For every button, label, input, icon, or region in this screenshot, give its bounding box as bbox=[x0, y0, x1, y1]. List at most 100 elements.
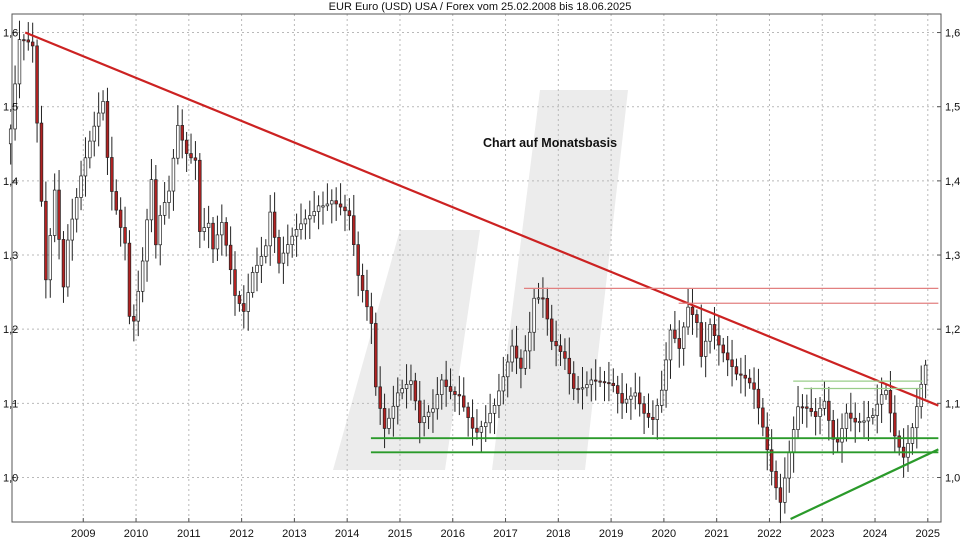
candle-body bbox=[132, 315, 136, 322]
axis-labels: 1,0 1,0 1,1 1,1 1,2 1,2 1,3 1,3 1,4 1,4 1,5 1,5 1,6 1… bbox=[3, 28, 960, 540]
candle-body bbox=[39, 122, 44, 202]
candle-body bbox=[281, 252, 286, 264]
candle-body bbox=[822, 400, 827, 409]
candle-body bbox=[382, 408, 387, 429]
candle-body bbox=[730, 359, 734, 367]
candle-body bbox=[769, 449, 774, 472]
candle-body bbox=[246, 292, 250, 312]
candle-body bbox=[330, 200, 334, 205]
candle-body bbox=[620, 393, 624, 404]
candle-body bbox=[813, 411, 818, 417]
candle-body bbox=[558, 345, 563, 352]
candle-body bbox=[57, 189, 61, 240]
candle-body bbox=[303, 218, 308, 225]
candle-body bbox=[435, 394, 440, 410]
candle-body bbox=[708, 324, 712, 342]
candle-body bbox=[110, 157, 114, 192]
y-tick-label-left: 1,6 bbox=[3, 28, 18, 40]
candle-body bbox=[734, 366, 739, 375]
candle-body bbox=[294, 229, 299, 237]
candle-body bbox=[202, 227, 206, 232]
candle-body bbox=[92, 125, 96, 142]
candle-body bbox=[343, 206, 347, 212]
candle-body bbox=[255, 264, 259, 273]
candle-body bbox=[668, 329, 673, 361]
candle-body bbox=[906, 443, 910, 458]
candle-body bbox=[510, 345, 514, 363]
candle-body bbox=[915, 406, 919, 429]
watermark-stroke-right bbox=[492, 90, 628, 470]
candle-body bbox=[831, 420, 835, 440]
candle-body bbox=[589, 379, 594, 386]
candle-body bbox=[268, 211, 272, 247]
candle-body bbox=[123, 227, 127, 244]
candle-body bbox=[642, 403, 646, 414]
chart-title: EUR Euro (USD) USA / Forex vom 25.02.200… bbox=[329, 1, 632, 13]
candle-body bbox=[127, 242, 132, 317]
candle-body bbox=[567, 357, 572, 375]
candle-body bbox=[756, 388, 761, 409]
candle-body bbox=[923, 364, 928, 385]
grid bbox=[12, 14, 941, 522]
candle-body bbox=[426, 411, 431, 417]
y-tick-label-left: 1,2 bbox=[3, 324, 18, 336]
candle-body bbox=[725, 352, 730, 361]
candle-body bbox=[259, 255, 264, 266]
candle-body bbox=[497, 390, 501, 406]
x-tick-label: 2020 bbox=[652, 528, 676, 540]
candle-body bbox=[422, 416, 426, 424]
candle-body bbox=[149, 179, 154, 221]
x-tick-label: 2017 bbox=[493, 528, 517, 540]
candle-body bbox=[629, 395, 633, 400]
candle-body bbox=[532, 297, 536, 333]
candle-body bbox=[17, 39, 22, 85]
candle-body bbox=[492, 405, 497, 414]
candle-body bbox=[220, 222, 224, 236]
candle-body bbox=[602, 381, 607, 384]
candle-body bbox=[664, 359, 668, 391]
candle-body bbox=[827, 400, 831, 421]
x-tick-label: 2022 bbox=[757, 528, 781, 540]
candle-body bbox=[585, 384, 589, 389]
candle-body bbox=[158, 214, 162, 246]
x-tick-label: 2016 bbox=[441, 528, 465, 540]
x-tick-label: 2009 bbox=[71, 528, 95, 540]
candle-body bbox=[783, 477, 787, 503]
candle-body bbox=[387, 417, 391, 429]
candle-body bbox=[514, 345, 519, 359]
candle-body bbox=[681, 326, 686, 349]
candle-body bbox=[206, 222, 211, 228]
candle-body bbox=[761, 407, 765, 428]
candle-body bbox=[580, 387, 585, 390]
candle-body bbox=[796, 406, 800, 430]
candle-body bbox=[844, 412, 849, 429]
y-tick-label-right: 1,3 bbox=[945, 250, 960, 262]
candle-body bbox=[466, 406, 470, 418]
candle-body bbox=[677, 338, 681, 349]
candle-body bbox=[615, 385, 620, 394]
candle-body bbox=[286, 244, 290, 254]
candle-body bbox=[536, 297, 541, 300]
candle-body bbox=[114, 191, 118, 211]
candle-body bbox=[818, 408, 822, 417]
candle-body bbox=[118, 209, 123, 228]
plot-frame bbox=[11, 13, 942, 523]
candle-body bbox=[391, 405, 396, 419]
candle-body bbox=[457, 394, 462, 397]
candle-body bbox=[571, 373, 576, 389]
candle-body bbox=[105, 101, 110, 158]
watermark-stroke-left bbox=[333, 230, 480, 470]
candle-body bbox=[440, 379, 444, 395]
candle-body bbox=[528, 331, 532, 352]
candle-body bbox=[871, 415, 875, 418]
candle-body bbox=[35, 45, 39, 124]
candle-body bbox=[479, 426, 484, 433]
candle-body bbox=[519, 357, 523, 369]
candle-body bbox=[884, 390, 888, 396]
y-tick-label-left: 1,3 bbox=[3, 250, 18, 262]
candle-body bbox=[659, 389, 664, 406]
candle-body bbox=[237, 295, 242, 304]
candle-body bbox=[787, 452, 791, 479]
candle-body bbox=[162, 202, 167, 216]
